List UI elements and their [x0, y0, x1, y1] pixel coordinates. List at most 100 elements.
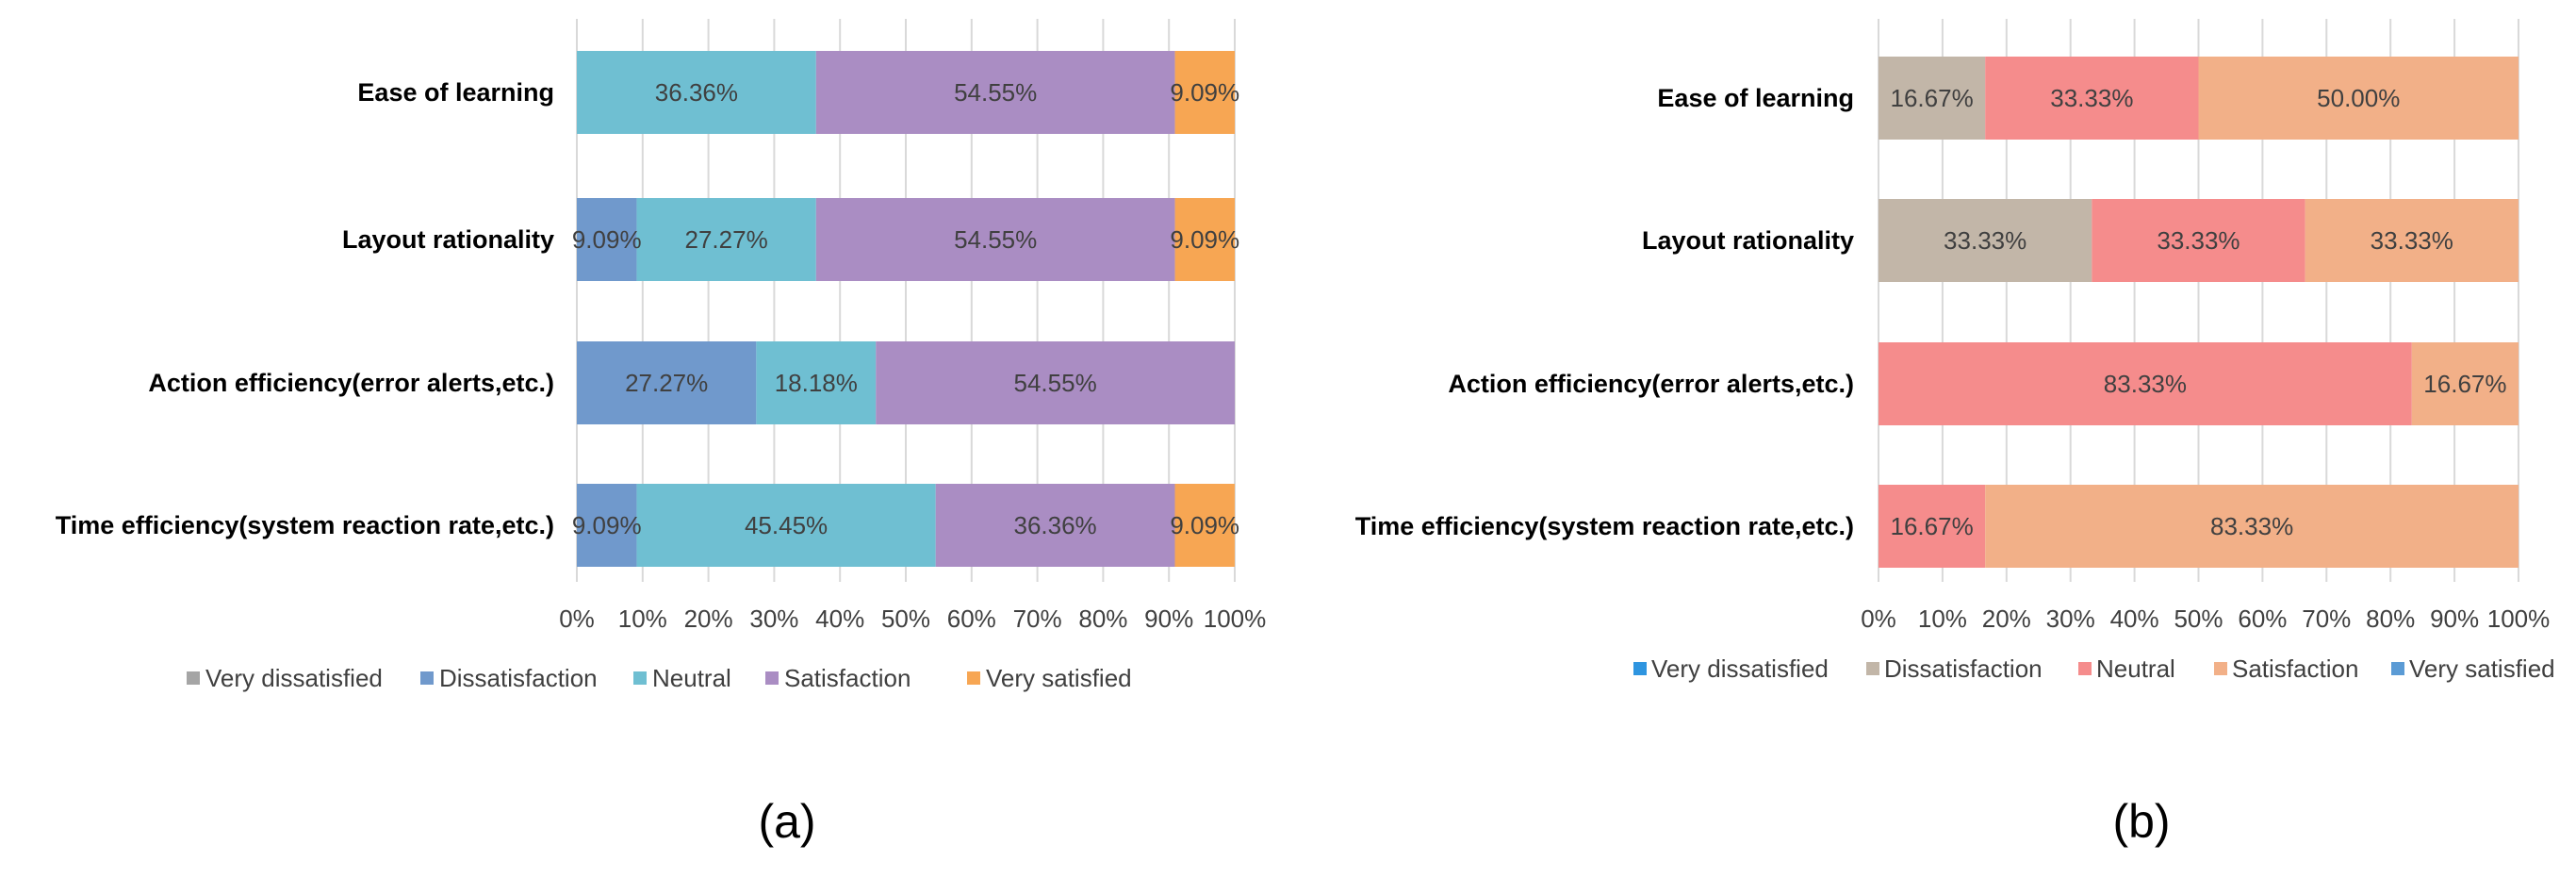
legend-swatch: [2391, 662, 2404, 675]
legend-label: Very dissatisfied: [1651, 654, 1829, 683]
data-label: 36.36%: [655, 78, 738, 107]
x-tick-label: 60%: [2238, 605, 2287, 633]
bars: [577, 51, 1235, 567]
x-tick-label: 10%: [618, 605, 667, 633]
legend-swatch: [187, 671, 200, 685]
category-label: Action efficiency(error alerts,etc.): [148, 369, 554, 397]
bar-segment: [935, 484, 1175, 567]
data-labels: 16.67% 33.33% 50.00% 33.33% 33.33% 33.33% 83.3…: [1891, 84, 2507, 540]
category-label: Layout rationality: [342, 225, 554, 254]
x-tick-label: 100%: [1204, 605, 1267, 633]
bar-segment: [1985, 57, 2199, 140]
legend-swatch: [420, 671, 434, 685]
category-label: Ease of learning: [357, 78, 554, 107]
category-label: Ease of learning: [1657, 84, 1854, 112]
legend: Very dissatisfied Dissatisfaction Neutral S…: [187, 664, 1132, 692]
x-tick-label: 100%: [2487, 605, 2551, 633]
panel-caption: (b): [2112, 795, 2170, 848]
x-tick-label: 70%: [2302, 605, 2351, 633]
bar-segment: [577, 198, 637, 281]
legend-label: Very satisfied: [986, 664, 1132, 692]
category-labels: Ease of learning Layout rationality Action…: [1355, 84, 1854, 540]
panel-caption: (a): [758, 795, 815, 848]
legend: Very dissatisfied Dissatisfaction Neutral S…: [1633, 654, 2555, 683]
legend-swatch: [2214, 662, 2227, 675]
category-label: Time efficiency(system reaction rate,etc…: [56, 511, 554, 539]
legend-swatch: [2078, 662, 2092, 675]
legend-swatch: [765, 671, 779, 685]
data-label: 16.67%: [1891, 84, 1974, 112]
bar-segment: [636, 198, 816, 281]
bar-segment: [577, 51, 816, 134]
legend-label: Dissatisfaction: [439, 664, 598, 692]
bar-segment: [876, 341, 1235, 424]
bar-segment: [636, 484, 936, 567]
data-label: 9.09%: [1170, 225, 1239, 254]
data-label: 33.33%: [2371, 226, 2453, 255]
data-label: 27.27%: [625, 369, 708, 397]
x-tick-label: 20%: [684, 605, 733, 633]
x-tick-label: 60%: [947, 605, 996, 633]
category-label: Time efficiency(system reaction rate,etc…: [1355, 512, 1854, 540]
category-label: Layout rationality: [1642, 226, 1854, 255]
data-label: 36.36%: [1013, 511, 1096, 539]
x-tick-label: 0%: [1861, 605, 1896, 633]
x-tick-label: 50%: [881, 605, 930, 633]
bar-segment: [1879, 342, 2412, 425]
data-label: 33.33%: [1944, 226, 2026, 255]
bar-segment: [1879, 485, 1986, 568]
chart-panel-b: 0% 10% 20% 30% 40% 50% 60% 70% 80% 90% 100% Ease of…: [1355, 19, 2555, 848]
data-label: 33.33%: [2157, 226, 2240, 255]
x-tick-label: 0%: [559, 605, 595, 633]
legend-label: Neutral: [652, 664, 731, 692]
legend-label: Very satisfied: [2409, 654, 2555, 683]
data-label: 33.33%: [2050, 84, 2133, 112]
x-tick-label: 30%: [2046, 605, 2095, 633]
x-axis-ticks: 0% 10% 20% 30% 40% 50% 60% 70% 80% 90% 100%: [1861, 605, 2550, 633]
bar-segment: [1174, 198, 1235, 281]
data-label: 54.55%: [954, 78, 1037, 107]
x-tick-label: 20%: [1982, 605, 2031, 633]
bar-segment: [1174, 484, 1235, 567]
bar-segment: [577, 484, 637, 567]
data-label: 9.09%: [572, 511, 642, 539]
x-axis-ticks: 0% 10% 20% 30% 40% 50% 60% 70% 80% 90% 100%: [559, 605, 1266, 633]
bar-segment: [815, 51, 1175, 134]
bar-segment: [577, 341, 757, 424]
legend-label: Very dissatisfied: [205, 664, 383, 692]
data-label: 45.45%: [745, 511, 828, 539]
bar-segment: [815, 198, 1175, 281]
data-label: 54.55%: [954, 225, 1037, 254]
x-tick-label: 40%: [815, 605, 864, 633]
data-label: 9.09%: [1170, 511, 1239, 539]
category-label: Action efficiency(error alerts,etc.): [1448, 370, 1854, 398]
bar-segment: [2411, 342, 2519, 425]
data-label: 18.18%: [775, 369, 858, 397]
data-label: 9.09%: [572, 225, 642, 254]
legend-swatch: [1633, 662, 1647, 675]
x-tick-label: 80%: [1078, 605, 1127, 633]
x-tick-label: 30%: [749, 605, 798, 633]
x-tick-label: 90%: [1144, 605, 1193, 633]
data-labels: 36.36% 54.55% 9.09% 9.09% 27.27% 54.55% 9.09% 2…: [572, 78, 1239, 539]
bar-segment: [2305, 199, 2519, 282]
data-label: 16.67%: [2423, 370, 2506, 398]
x-tick-label: 50%: [2174, 605, 2223, 633]
legend-swatch: [967, 671, 980, 685]
legend-label: Dissatisfaction: [1884, 654, 2043, 683]
bar-segment: [2092, 199, 2305, 282]
bar-segment: [1985, 485, 2519, 568]
bar-segment: [756, 341, 877, 424]
x-tick-label: 80%: [2366, 605, 2415, 633]
bar-segment: [1174, 51, 1235, 134]
data-label: 54.55%: [1014, 369, 1097, 397]
x-tick-label: 90%: [2430, 605, 2479, 633]
x-tick-label: 70%: [1013, 605, 1062, 633]
data-label: 27.27%: [685, 225, 768, 254]
data-label: 83.33%: [2210, 512, 2293, 540]
legend-swatch: [1866, 662, 1879, 675]
bar-segment: [1879, 57, 1986, 140]
legend-label: Satisfaction: [784, 664, 911, 692]
data-label: 16.67%: [1891, 512, 1974, 540]
